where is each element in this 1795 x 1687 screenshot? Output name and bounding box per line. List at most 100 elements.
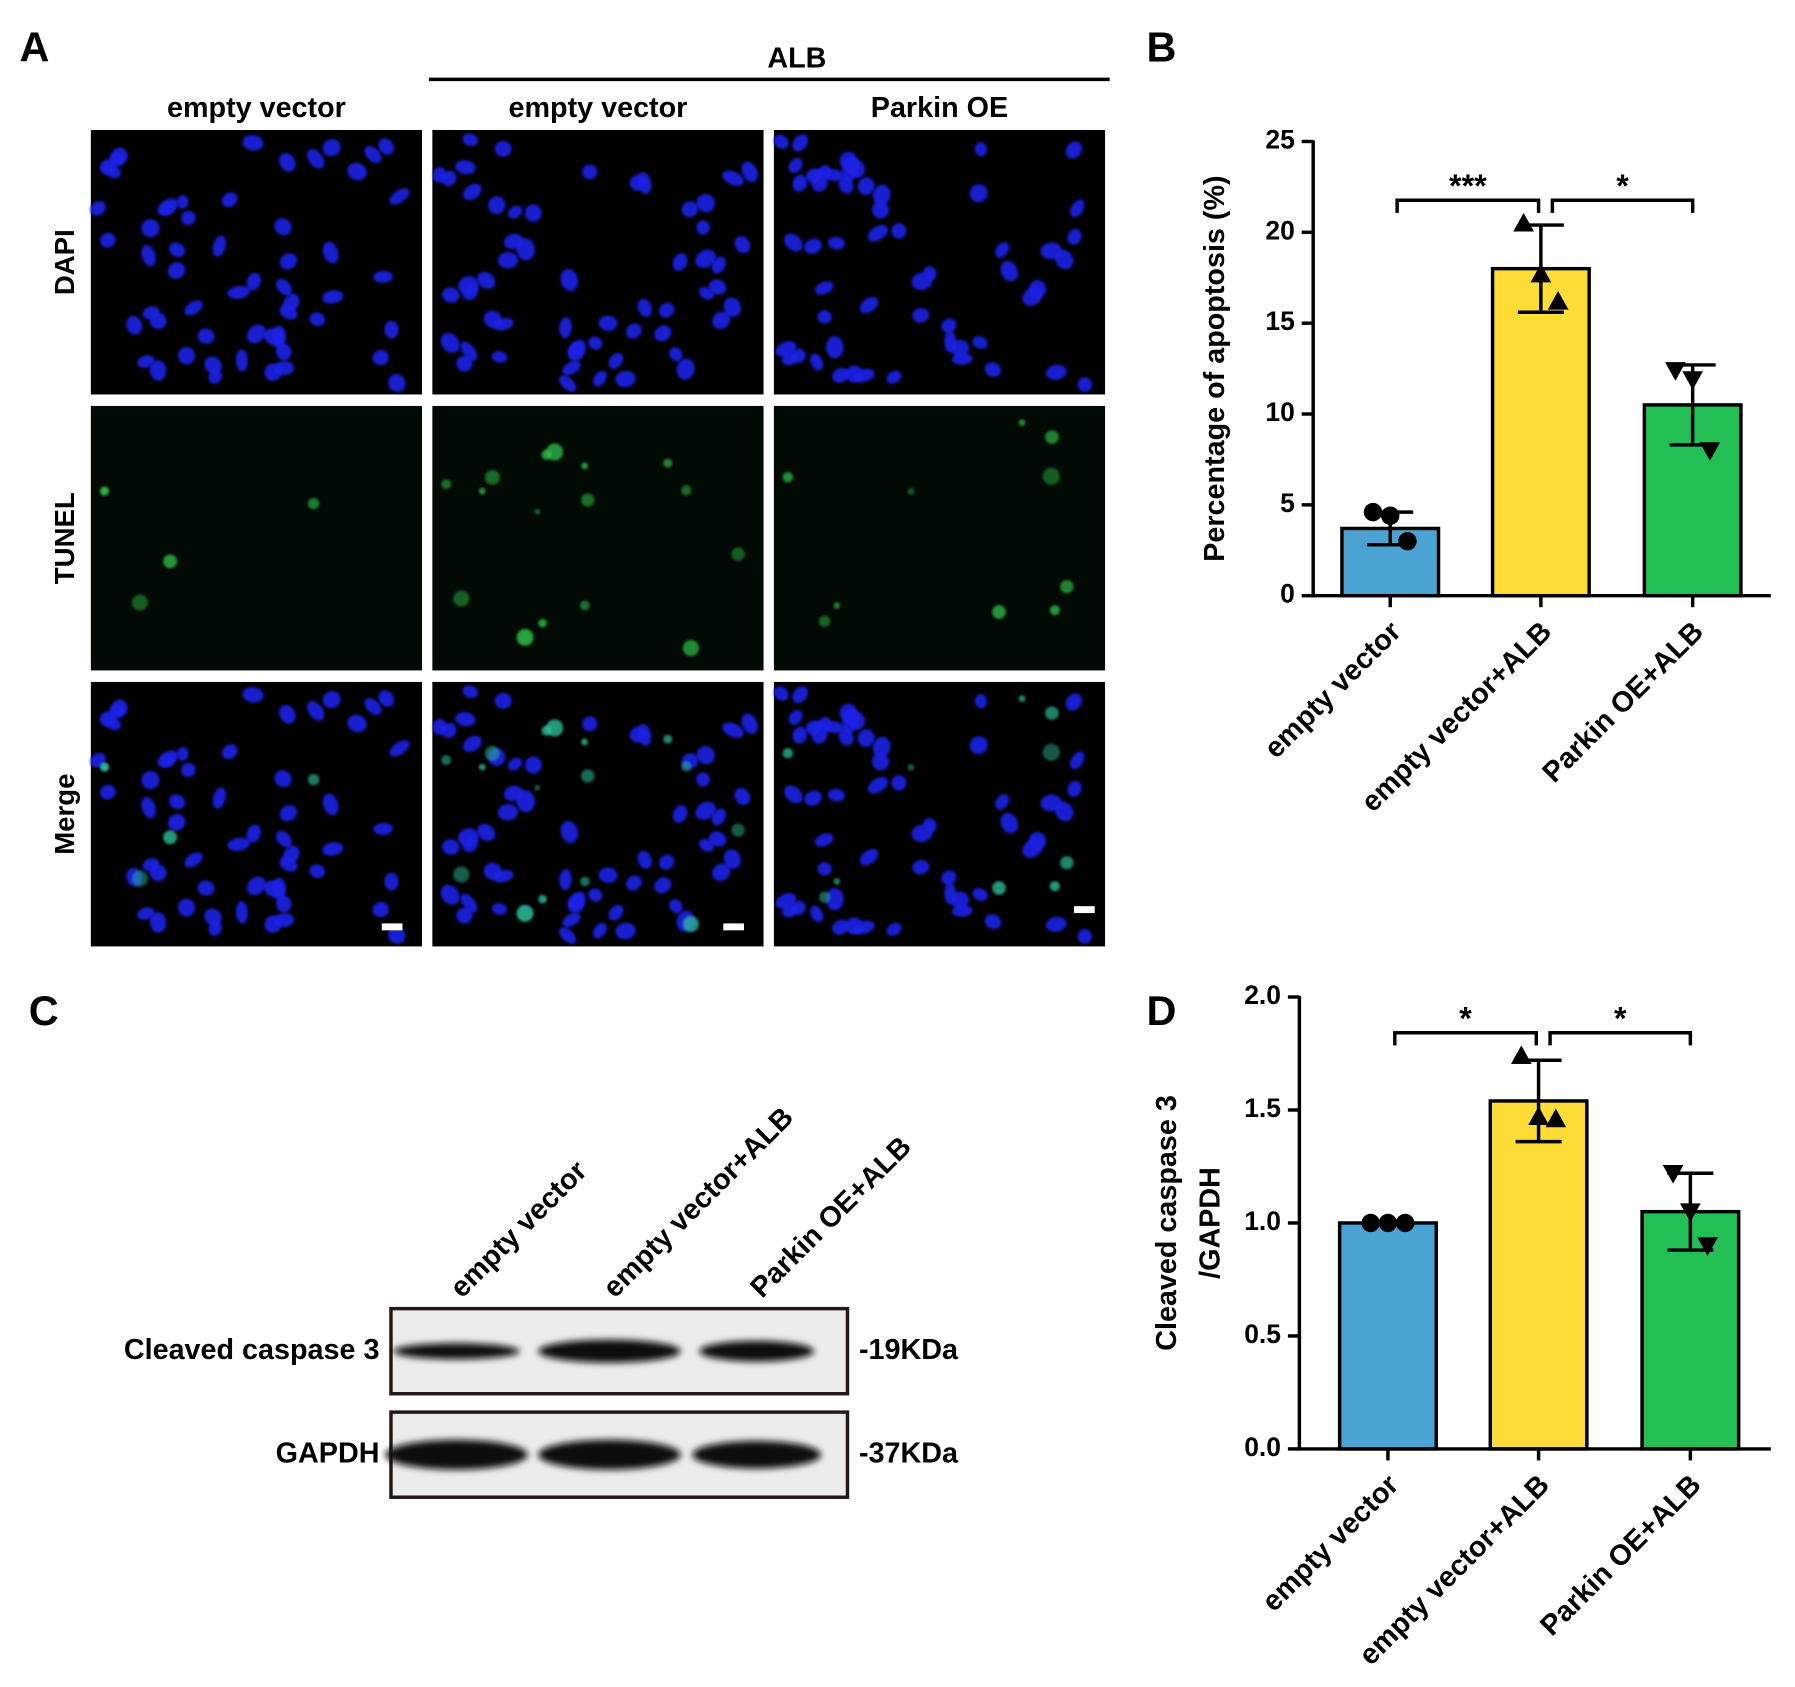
nucleus <box>722 170 744 186</box>
nucleus <box>696 220 710 235</box>
nucleus <box>442 287 460 303</box>
nucleus <box>741 713 758 735</box>
nucleus <box>969 736 988 755</box>
significance-bracket <box>1548 1031 1693 1046</box>
nucleus <box>167 814 186 831</box>
nucleus <box>1065 693 1082 711</box>
nucleus <box>871 201 890 219</box>
data-point <box>1665 362 1686 381</box>
tunel-signal <box>516 628 534 646</box>
nucleus <box>857 729 875 748</box>
nucleus <box>275 895 292 913</box>
nucleus <box>923 818 937 832</box>
nucleus <box>235 901 248 924</box>
nucleus <box>560 268 579 292</box>
y-tick-label: 25 <box>1265 124 1294 154</box>
nucleus <box>867 776 888 794</box>
nucleus <box>204 356 222 374</box>
nucleus <box>137 907 155 920</box>
nucleus <box>246 824 261 843</box>
micrograph <box>90 681 423 947</box>
nucleus <box>462 183 482 201</box>
tunel-signal <box>682 640 699 657</box>
nucleus <box>306 149 325 169</box>
lane-label: Parkin OE+ALB <box>744 1131 917 1304</box>
nucleus <box>227 285 251 299</box>
nucleus <box>306 701 325 721</box>
nucleus <box>676 358 695 380</box>
nucleus <box>792 134 808 152</box>
tunel-signal <box>992 605 1006 619</box>
nucleus <box>141 244 156 267</box>
nucleus <box>378 690 395 707</box>
data-point <box>1510 1045 1532 1065</box>
nucleus <box>784 785 803 804</box>
tunel-signal <box>682 915 699 933</box>
nucleus <box>184 852 203 868</box>
nucleus <box>847 158 865 179</box>
nucleus <box>441 722 457 739</box>
nucleus <box>560 820 579 844</box>
nucleus <box>493 317 514 331</box>
nucleus <box>562 360 581 376</box>
nucleus <box>672 805 688 823</box>
nucleus <box>322 793 339 816</box>
y-axis-label: Percentage of apoptosis (%) <box>1199 175 1231 561</box>
tunel-signal <box>581 769 595 783</box>
nucleus <box>1022 287 1043 306</box>
micrograph <box>432 129 764 395</box>
nucleus <box>1065 141 1082 159</box>
nucleus <box>384 872 399 891</box>
nucleus <box>477 271 496 290</box>
nucleus <box>696 772 710 787</box>
nucleus <box>810 353 824 371</box>
nucleus <box>273 913 295 928</box>
y-tick-label: 0 <box>1280 579 1295 609</box>
y-tick-label: 0.0 <box>1244 1432 1281 1462</box>
micrograph <box>90 405 423 671</box>
nucleus <box>1067 780 1082 797</box>
nucleus <box>389 740 410 757</box>
nucleus <box>711 808 726 826</box>
nucleus <box>832 919 849 935</box>
tunel-signal <box>1045 706 1059 720</box>
nucleus <box>825 336 844 359</box>
nucleus <box>157 198 179 216</box>
significance-bracket <box>1393 1031 1538 1046</box>
nucleus <box>637 298 652 317</box>
blot-row-label: GAPDH <box>276 1437 380 1469</box>
nucleus <box>322 290 344 304</box>
nucleus <box>872 736 891 758</box>
column-header: Parkin OE <box>871 92 1008 124</box>
tunel-signal <box>818 615 831 627</box>
data-point <box>1699 442 1721 461</box>
nucleus <box>279 253 298 270</box>
nucleus <box>593 370 607 387</box>
nucleus <box>805 168 822 183</box>
nucleus <box>322 241 339 264</box>
nucleus <box>792 686 808 704</box>
nucleus <box>221 192 238 208</box>
nucleus <box>853 920 875 935</box>
tunel-signal <box>538 894 547 904</box>
nucleus <box>859 296 879 314</box>
nucleus <box>149 360 167 381</box>
tunel-signal <box>453 866 470 883</box>
tunel-signal <box>534 508 541 515</box>
tunel-signal <box>663 458 673 468</box>
nucleus <box>100 232 116 248</box>
nucleus <box>491 903 508 915</box>
nucleus <box>559 317 572 339</box>
nucleus <box>832 367 849 383</box>
y-tick-label: 5 <box>1280 488 1295 518</box>
tunel-signal <box>307 773 320 786</box>
nucleus <box>279 805 298 822</box>
micrograph-background <box>773 405 1106 671</box>
nucleus <box>871 753 890 771</box>
y-tick-label: 15 <box>1265 306 1294 336</box>
nucleus <box>149 912 167 933</box>
nucleus <box>582 716 598 732</box>
x-tick-label: Parkin OE+ALB <box>1537 616 1710 789</box>
nucleus <box>695 249 716 268</box>
blot-band <box>538 1439 681 1470</box>
